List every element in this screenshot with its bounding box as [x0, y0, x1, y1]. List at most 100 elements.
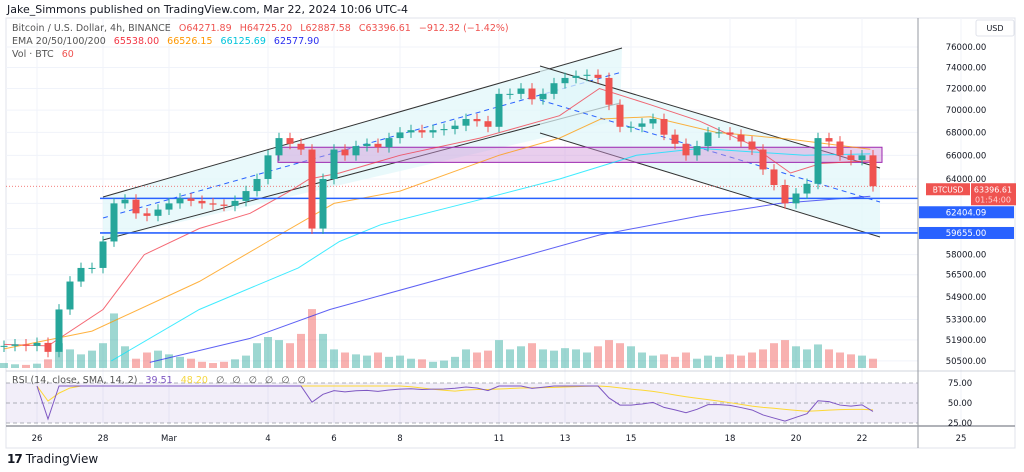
candle-body	[374, 143, 382, 148]
candle-body	[770, 169, 778, 186]
volume-bar	[396, 355, 404, 368]
candle-body	[66, 281, 74, 310]
candle-body	[847, 155, 855, 161]
volume-bar	[825, 349, 833, 368]
candle-body	[528, 88, 536, 100]
na-icon: ∅	[264, 375, 274, 386]
candle-body	[715, 132, 723, 134]
price-tick-label: 51900.00	[946, 336, 987, 346]
volume-bar	[792, 346, 800, 368]
candle-body	[297, 143, 305, 150]
time-tick-label: 18	[725, 434, 736, 444]
volume-bar	[869, 358, 877, 368]
volume-bar	[176, 356, 184, 368]
volume-bar	[330, 349, 338, 368]
time-tick-label: 11	[494, 434, 505, 444]
level-price-tag	[919, 206, 1014, 219]
ascending-channel-upper	[102, 47, 623, 198]
time-tick-label: 4	[265, 434, 270, 444]
volume-bar	[187, 358, 195, 368]
candle-body	[55, 309, 63, 352]
publisher-line: Jake_Simmons published on TradingView.co…	[7, 3, 408, 16]
time-tick-label: 25	[956, 434, 967, 444]
candle-body	[99, 241, 107, 268]
time-tick-label: Mar	[161, 434, 178, 444]
volume-bar	[352, 354, 360, 368]
volume-bar	[264, 337, 272, 368]
candle-body	[154, 209, 162, 216]
vol-label[interactable]: Vol · BTC	[12, 49, 54, 60]
candle-body	[671, 134, 679, 144]
candle-body	[385, 138, 393, 148]
candle-body	[341, 149, 349, 156]
ema-legend: EMA 20/50/100/200 65538.00 66526.15 6612…	[12, 36, 324, 47]
volume-bar	[539, 349, 547, 368]
candle-body	[748, 141, 756, 150]
price-tick-label: 58000.00	[946, 251, 987, 261]
candle-body	[649, 118, 657, 124]
candle-body	[627, 126, 635, 128]
volume-bar	[528, 343, 536, 368]
current-price-label: 63396.61	[974, 185, 1012, 194]
volume-bar	[385, 356, 393, 368]
volume-bar	[814, 344, 822, 368]
time-tick-label: 8	[397, 434, 402, 444]
candle-body	[825, 138, 833, 142]
candle-body	[88, 267, 96, 269]
time-tick-label: 15	[626, 434, 637, 444]
countdown-label: 01:54:00	[975, 195, 1011, 204]
ohlc-close: C63396.61	[358, 23, 411, 34]
volume-bar	[110, 313, 118, 368]
candle-body	[132, 199, 140, 214]
rsi-legend: RSI (14, close, SMA, 14, 2) 39.51 48.20 …	[12, 375, 311, 386]
vol-value: 60	[61, 49, 74, 60]
candle-body	[330, 149, 338, 179]
candle-body	[407, 130, 415, 133]
rsi-label[interactable]: RSI (14, close, SMA, 14, 2)	[12, 375, 138, 386]
volume-bar	[550, 350, 558, 368]
ema-label[interactable]: EMA 20/50/100/200	[12, 36, 106, 47]
ohlc-change: −912.32 (−1.42%)	[418, 23, 509, 34]
candle-body	[660, 118, 668, 135]
candle-body	[814, 138, 822, 184]
volume-bar	[440, 360, 448, 368]
symbol-tag-label: BTCUSD	[933, 185, 964, 194]
time-tick-label: 6	[331, 434, 336, 444]
candle-body	[198, 200, 206, 204]
currency-label: USD	[986, 24, 1003, 33]
na-icon: ∅	[297, 375, 306, 386]
volume-bar	[242, 355, 250, 368]
volume-bar	[407, 358, 415, 368]
candle-body	[165, 203, 173, 210]
volume-bar	[858, 355, 866, 368]
candle-body	[858, 155, 866, 161]
candle-body	[737, 134, 745, 142]
volume-bar	[506, 349, 514, 368]
price-tick-label: 56500.00	[946, 271, 987, 281]
tradingview-logo[interactable]: 17 TradingView	[7, 452, 98, 466]
rsi-line	[36, 385, 874, 422]
volume-bar	[451, 356, 459, 368]
candle-body	[11, 344, 19, 346]
price-tick-label: 64000.00	[946, 175, 987, 185]
price-tick-label: 72000.00	[946, 85, 987, 95]
volume-bar	[22, 364, 30, 368]
candle-body	[22, 344, 30, 346]
volume-bar	[682, 352, 690, 368]
volume-bar	[275, 340, 283, 368]
volume-bar	[363, 355, 371, 368]
candle-body	[121, 199, 129, 204]
candle-body	[0, 345, 8, 347]
volume-bar	[638, 352, 646, 368]
na-icon: ∅	[281, 375, 290, 386]
symbol-title[interactable]: Bitcoin / U.S. Dollar, 4h, BINANCE	[12, 23, 171, 34]
candle-body	[572, 75, 580, 78]
candle-body	[77, 267, 85, 282]
volume-bar	[583, 352, 591, 368]
volume-bar	[154, 350, 162, 368]
volume-bar	[418, 359, 426, 368]
ema-line-ema200	[149, 195, 871, 363]
volume-bar	[781, 340, 789, 368]
candle-body	[539, 93, 547, 100]
